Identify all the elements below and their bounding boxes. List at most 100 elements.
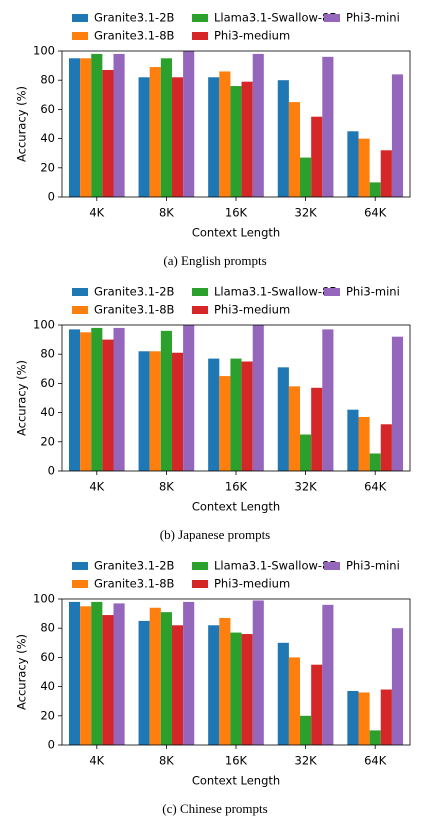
- bar: [68, 58, 81, 197]
- bar: [80, 332, 92, 471]
- y-tick-label: 20: [40, 160, 55, 174]
- bar: [149, 67, 161, 197]
- bar: [183, 601, 195, 745]
- legend-swatch: [72, 288, 88, 296]
- x-tick-label: 64K: [364, 754, 387, 768]
- y-tick-label: 60: [40, 650, 55, 664]
- legend-label: Phi3-medium: [214, 577, 290, 591]
- bar: [80, 606, 92, 745]
- y-tick-label: 100: [33, 592, 55, 606]
- legend-swatch: [72, 306, 88, 314]
- y-tick-label: 40: [40, 131, 55, 145]
- bar: [347, 690, 359, 745]
- legend-label: Granite3.1-8B: [94, 577, 175, 591]
- legend-label: Granite3.1-8B: [94, 29, 175, 43]
- bar: [160, 330, 172, 471]
- bar: [113, 327, 125, 471]
- bar: [358, 692, 370, 745]
- x-axis-label: Context Length: [192, 500, 280, 514]
- bar: [358, 416, 370, 471]
- bar: [277, 642, 289, 745]
- caption: (c) Chinese prompts: [162, 801, 267, 816]
- legend-label: Llama3.1-Swallow-8B: [214, 559, 337, 573]
- x-axis-label: Context Length: [192, 774, 280, 788]
- legend-label: Phi3-mini: [346, 559, 400, 573]
- bar: [160, 612, 172, 745]
- legend-swatch: [72, 562, 88, 570]
- y-axis-label: Accuracy (%): [15, 634, 29, 710]
- bar: [322, 329, 334, 471]
- y-tick-label: 0: [48, 738, 55, 752]
- y-axis-label: Accuracy (%): [15, 86, 29, 162]
- legend-label: Phi3-mini: [346, 11, 400, 25]
- bar: [252, 600, 264, 745]
- legend-swatch: [324, 562, 340, 570]
- x-tick-label: 16K: [225, 754, 248, 768]
- bar: [230, 86, 242, 197]
- y-tick-label: 60: [40, 376, 55, 390]
- caption: (b) Japanese prompts: [160, 527, 270, 542]
- x-tick-label: 8K: [159, 754, 174, 768]
- bar: [288, 386, 301, 471]
- x-tick-label: 64K: [364, 206, 387, 220]
- bar: [149, 607, 161, 745]
- bar: [102, 339, 114, 471]
- y-tick-label: 40: [40, 679, 55, 693]
- legend-swatch: [192, 580, 208, 588]
- x-tick-label: 32K: [295, 206, 318, 220]
- bar: [138, 351, 150, 471]
- x-tick-label: 4K: [89, 206, 104, 220]
- legend-swatch: [192, 14, 208, 22]
- bar: [252, 53, 264, 197]
- bar: [230, 358, 242, 471]
- bar: [322, 56, 334, 198]
- bar: [300, 434, 312, 471]
- y-tick-label: 100: [33, 44, 55, 58]
- legend-label: Phi3-medium: [214, 29, 290, 43]
- bar: [300, 157, 312, 197]
- bar: [160, 58, 172, 197]
- y-tick-label: 60: [40, 102, 55, 116]
- legend-label: Llama3.1-Swallow-8B: [214, 11, 337, 25]
- bar: [208, 625, 220, 745]
- x-tick-label: 32K: [295, 480, 318, 494]
- bar: [102, 69, 114, 197]
- bar: [311, 116, 323, 197]
- y-tick-label: 100: [33, 318, 55, 332]
- x-tick-label: 8K: [159, 206, 174, 220]
- bar: [102, 615, 114, 745]
- y-axis-label: Accuracy (%): [15, 360, 29, 436]
- y-tick-label: 20: [40, 434, 55, 448]
- bar: [241, 634, 253, 745]
- x-tick-label: 16K: [225, 480, 248, 494]
- plot-frame: [61, 598, 411, 746]
- bar: [241, 81, 253, 197]
- legend-label: Phi3-medium: [214, 303, 290, 317]
- y-tick-label: 0: [48, 464, 55, 478]
- bar: [311, 664, 323, 745]
- bar: [288, 102, 301, 197]
- bar: [347, 409, 359, 471]
- bar: [311, 387, 323, 471]
- legend-label: Granite3.1-2B: [94, 11, 175, 25]
- legend-swatch: [192, 32, 208, 40]
- legend-swatch: [324, 14, 340, 22]
- bar: [68, 329, 81, 471]
- bar: [300, 715, 312, 745]
- bar: [288, 657, 301, 745]
- y-tick-label: 40: [40, 405, 55, 419]
- bar: [219, 71, 231, 197]
- bar: [138, 77, 150, 197]
- legend-swatch: [192, 306, 208, 314]
- bar: [171, 625, 184, 745]
- y-tick-label: 80: [40, 73, 55, 87]
- legend-label: Granite3.1-2B: [94, 285, 175, 299]
- bar: [391, 336, 404, 471]
- plot-frame: [61, 324, 411, 472]
- legend-swatch: [324, 288, 340, 296]
- y-tick-label: 80: [40, 621, 55, 635]
- legend-label: Llama3.1-Swallow-8B: [214, 285, 337, 299]
- x-tick-label: 32K: [295, 754, 318, 768]
- bar: [208, 358, 220, 471]
